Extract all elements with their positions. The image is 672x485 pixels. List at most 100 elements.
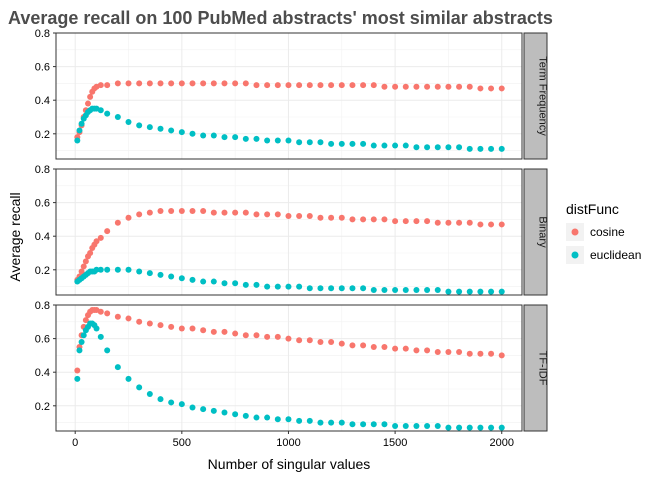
data-point: [456, 219, 463, 226]
series-euclidean: [74, 105, 505, 152]
data-point: [285, 283, 292, 290]
panel-background: [56, 169, 522, 295]
y-tick-label: 0.8: [35, 164, 50, 176]
data-point: [360, 421, 367, 428]
data-point: [264, 283, 271, 290]
data-point: [498, 424, 505, 431]
data-point: [349, 421, 356, 428]
panel-border: [55, 304, 523, 432]
data-point: [274, 137, 281, 144]
data-point: [136, 122, 143, 129]
data-point: [221, 209, 228, 216]
data-point: [360, 140, 367, 147]
data-point: [413, 422, 420, 429]
data-point: [232, 280, 239, 287]
data-point: [392, 286, 399, 293]
data-point: [328, 214, 335, 221]
y-tick-label: 0.8: [35, 300, 50, 312]
data-point: [157, 208, 164, 214]
data-point: [146, 80, 153, 87]
data-point: [338, 340, 345, 347]
data-point: [114, 313, 121, 320]
data-point: [413, 218, 420, 225]
data-point: [338, 140, 345, 147]
legend-item-cosine: cosine: [566, 223, 625, 241]
data-point: [264, 211, 271, 218]
data-point: [456, 349, 463, 356]
data-point: [498, 145, 505, 152]
data-point: [189, 80, 196, 87]
y-tick-label: 0.8: [35, 28, 50, 40]
data-point: [285, 335, 292, 342]
data-point: [392, 422, 399, 429]
data-point: [178, 129, 185, 136]
data-point: [168, 323, 175, 330]
data-point: [264, 333, 271, 340]
data-point: [200, 406, 207, 413]
data-point: [338, 214, 345, 221]
data-point: [221, 280, 228, 287]
data-point: [434, 83, 441, 90]
data-point: [242, 135, 249, 142]
data-point: [317, 419, 324, 426]
data-point: [296, 213, 303, 220]
data-point: [125, 266, 132, 273]
data-point: [189, 208, 196, 214]
data-point: [146, 391, 153, 398]
series-cosine: [74, 80, 505, 141]
data-point: [114, 266, 121, 273]
data-point: [168, 80, 175, 87]
facet-panel: 0.2 0.4 0.6 0.8 Binary: [35, 164, 549, 296]
data-point: [178, 208, 185, 214]
data-point: [104, 82, 111, 89]
data-point: [285, 137, 292, 144]
data-point: [189, 404, 196, 411]
y-tick-label: 0.4: [35, 231, 50, 243]
facet-panel: 0.2 0.4 0.6 0.8 Term Frequency: [35, 28, 549, 160]
y-tick-label: 0.4: [35, 367, 50, 379]
data-point: [264, 137, 271, 144]
data-point: [125, 315, 132, 322]
data-point: [136, 268, 143, 275]
data-point: [392, 142, 399, 149]
data-point: [296, 337, 303, 344]
data-point: [488, 221, 495, 228]
x-tick-label: 500: [173, 437, 191, 449]
data-point: [392, 83, 399, 90]
data-point: [210, 407, 217, 414]
y-tick-label: 0.2: [35, 129, 50, 141]
data-point: [402, 422, 409, 429]
y-tick-label: 0.6: [35, 62, 50, 74]
data-point: [146, 320, 153, 327]
data-point: [157, 396, 164, 403]
data-point: [306, 285, 313, 292]
facet-strip-label: Binary: [537, 216, 549, 248]
panel-border: [55, 168, 523, 296]
data-point: [253, 332, 260, 339]
data-point: [178, 80, 185, 87]
data-point: [210, 209, 217, 216]
data-point: [253, 281, 260, 288]
data-point: [434, 219, 441, 226]
data-point: [285, 213, 292, 220]
data-point: [456, 288, 463, 295]
data-point: [210, 328, 217, 335]
y-tick-label: 0.6: [35, 198, 50, 210]
data-point: [424, 286, 431, 293]
data-point: [232, 330, 239, 337]
data-point: [146, 209, 153, 216]
data-point: [381, 344, 388, 350]
data-point: [136, 80, 143, 87]
data-point: [445, 83, 452, 90]
data-point: [178, 401, 185, 408]
data-point: [253, 135, 260, 142]
data-point: [157, 271, 164, 278]
data-point: [125, 375, 132, 382]
x-tick-label: 1000: [276, 437, 300, 449]
data-point: [253, 82, 260, 89]
data-point: [78, 268, 85, 275]
data-point: [498, 85, 505, 92]
data-point: [338, 285, 345, 292]
data-point: [157, 80, 164, 87]
